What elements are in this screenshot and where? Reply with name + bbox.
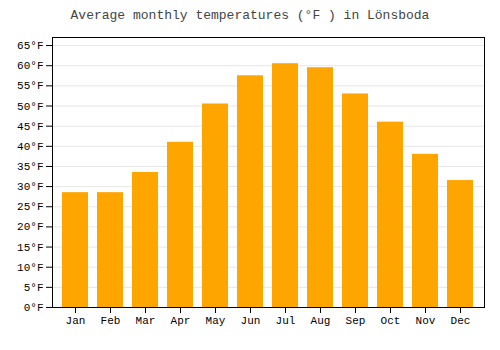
svg-text:Jan: Jan bbox=[66, 315, 86, 327]
svg-text:Aug: Aug bbox=[311, 315, 331, 327]
svg-text:20°F: 20°F bbox=[17, 221, 43, 233]
svg-text:Dec: Dec bbox=[451, 315, 471, 327]
svg-text:40°F: 40°F bbox=[17, 141, 43, 153]
svg-text:15°F: 15°F bbox=[17, 242, 43, 254]
svg-text:55°F: 55°F bbox=[17, 80, 43, 92]
svg-text:Jul: Jul bbox=[276, 315, 296, 327]
svg-text:Jun: Jun bbox=[241, 315, 261, 327]
svg-text:25°F: 25°F bbox=[17, 201, 43, 213]
svg-text:0°F: 0°F bbox=[24, 302, 44, 314]
svg-text:Feb: Feb bbox=[101, 315, 121, 327]
svg-text:35°F: 35°F bbox=[17, 161, 43, 173]
svg-text:5°F: 5°F bbox=[24, 282, 44, 294]
svg-text:Mar: Mar bbox=[136, 315, 156, 327]
svg-text:Sep: Sep bbox=[346, 315, 366, 327]
svg-text:Nov: Nov bbox=[416, 315, 436, 327]
svg-text:May: May bbox=[206, 315, 226, 327]
svg-text:Apr: Apr bbox=[171, 315, 191, 327]
svg-text:10°F: 10°F bbox=[17, 262, 43, 274]
svg-text:Oct: Oct bbox=[381, 315, 401, 327]
svg-text:30°F: 30°F bbox=[17, 181, 43, 193]
html-text:Average monthly temperatures (: Average monthly temperatures (°F ) in Lö… bbox=[70, 8, 430, 23]
svg-text:65°F: 65°F bbox=[17, 40, 43, 52]
svg-text:45°F: 45°F bbox=[17, 121, 43, 133]
svg-text:60°F: 60°F bbox=[17, 60, 43, 72]
svg-text:50°F: 50°F bbox=[17, 101, 43, 113]
